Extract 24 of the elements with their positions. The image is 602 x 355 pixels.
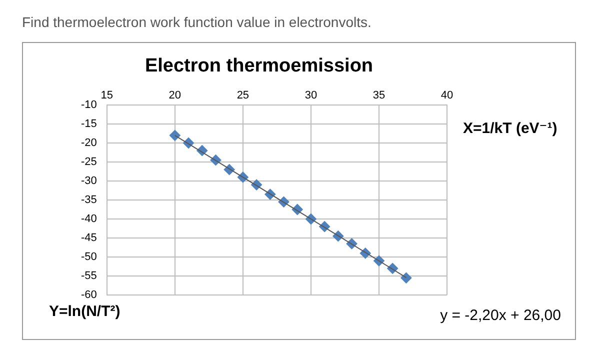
y-tick-label: -20: [80, 137, 97, 150]
y-tick-label: -35: [80, 194, 97, 206]
text: y = -2,20x + 26,00: [440, 307, 561, 324]
chart-title: Electron thermoemission: [144, 56, 374, 77]
x-tick-label: 35: [372, 89, 386, 102]
text: Find thermoelectron work function value in electronvolts.: [22, 14, 372, 30]
y-tick-label: -15: [80, 118, 97, 130]
y-axis-title: Y=ln(N/T²): [49, 303, 120, 320]
point: [400, 272, 412, 284]
point: [169, 130, 180, 141]
x-tick-label: 15: [100, 89, 114, 102]
x-tick-label: 25: [236, 89, 250, 102]
x-tick-label: 30: [304, 89, 318, 102]
x-tick-label: 20: [168, 89, 182, 102]
y-tick-label: -25: [80, 156, 97, 168]
y-tick-label: -50: [80, 251, 97, 264]
y-tick-label: -55: [80, 270, 97, 282]
y-tick-label: -40: [80, 213, 97, 226]
y-tick-label: -10: [80, 99, 97, 112]
y-tick-label: -30: [80, 175, 97, 188]
y-tick-label: -60: [80, 289, 97, 302]
x-axis-title: X=1/kT (eV⁻¹): [463, 119, 558, 137]
x-tick-label: 40: [440, 89, 454, 102]
y-tick-label: -45: [80, 232, 97, 244]
